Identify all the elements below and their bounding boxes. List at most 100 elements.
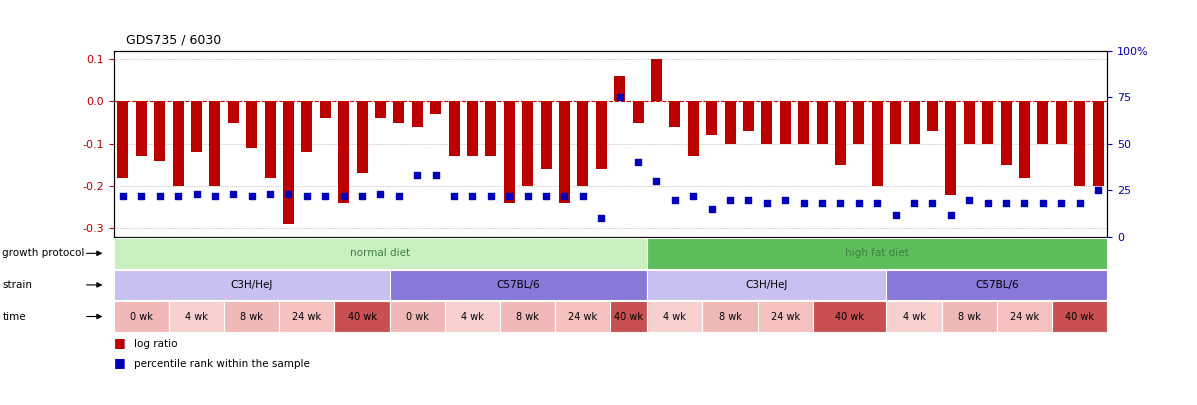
- Point: [352, 193, 371, 199]
- Point: [169, 193, 188, 199]
- Point: [978, 200, 997, 207]
- Bar: [339, 101, 350, 203]
- Point: [279, 191, 298, 197]
- Point: [591, 215, 610, 222]
- Bar: [743, 101, 754, 131]
- Point: [463, 193, 482, 199]
- Text: 40 wk: 40 wk: [1065, 311, 1094, 322]
- Point: [334, 193, 353, 199]
- Point: [703, 206, 722, 212]
- Text: 4 wk: 4 wk: [903, 311, 925, 322]
- Bar: [1019, 101, 1029, 178]
- Point: [481, 193, 500, 199]
- Point: [1070, 200, 1089, 207]
- Point: [886, 211, 905, 218]
- Text: 8 wk: 8 wk: [516, 311, 539, 322]
- Text: 24 wk: 24 wk: [292, 311, 322, 322]
- Bar: [632, 101, 644, 123]
- Bar: [1056, 101, 1067, 144]
- Bar: [651, 59, 662, 101]
- Bar: [909, 101, 919, 144]
- Point: [646, 178, 666, 184]
- Bar: [467, 101, 478, 156]
- Bar: [1074, 101, 1086, 186]
- Bar: [946, 101, 956, 194]
- Text: 8 wk: 8 wk: [958, 311, 980, 322]
- Point: [1088, 187, 1107, 194]
- Text: 4 wk: 4 wk: [186, 311, 208, 322]
- Bar: [891, 101, 901, 144]
- Text: 24 wk: 24 wk: [569, 311, 597, 322]
- Point: [573, 193, 593, 199]
- Point: [408, 172, 427, 179]
- Bar: [430, 101, 442, 114]
- Text: 40 wk: 40 wk: [347, 311, 377, 322]
- Bar: [209, 101, 220, 186]
- Point: [758, 200, 777, 207]
- Point: [996, 200, 1015, 207]
- Point: [389, 193, 408, 199]
- Text: 8 wk: 8 wk: [718, 311, 741, 322]
- Text: 0 wk: 0 wk: [130, 311, 153, 322]
- Point: [721, 196, 740, 203]
- Bar: [926, 101, 938, 131]
- Point: [132, 193, 151, 199]
- Point: [739, 196, 758, 203]
- Text: 24 wk: 24 wk: [1010, 311, 1039, 322]
- Point: [499, 193, 518, 199]
- Point: [242, 193, 261, 199]
- Bar: [522, 101, 533, 186]
- Bar: [357, 101, 367, 173]
- Bar: [1093, 101, 1104, 186]
- Text: 40 wk: 40 wk: [836, 311, 864, 322]
- Bar: [669, 101, 680, 127]
- Bar: [688, 101, 699, 156]
- Bar: [394, 101, 405, 123]
- Point: [1015, 200, 1034, 207]
- Bar: [982, 101, 994, 144]
- Text: GDS735 / 6030: GDS735 / 6030: [126, 34, 221, 47]
- Bar: [724, 101, 736, 144]
- Point: [297, 193, 316, 199]
- Point: [224, 191, 243, 197]
- Bar: [449, 101, 460, 156]
- Bar: [596, 101, 607, 169]
- Text: high fat diet: high fat diet: [845, 248, 909, 258]
- Text: 40 wk: 40 wk: [614, 311, 643, 322]
- Text: strain: strain: [2, 280, 32, 290]
- Bar: [964, 101, 974, 144]
- Bar: [172, 101, 183, 186]
- Point: [536, 193, 555, 199]
- Point: [150, 193, 169, 199]
- Bar: [504, 101, 515, 203]
- Bar: [853, 101, 864, 144]
- Text: C3H/HeJ: C3H/HeJ: [231, 280, 273, 290]
- Bar: [1001, 101, 1011, 165]
- Point: [813, 200, 832, 207]
- Bar: [265, 101, 275, 178]
- Point: [850, 200, 869, 207]
- Point: [776, 196, 795, 203]
- Point: [831, 200, 850, 207]
- Bar: [227, 101, 239, 123]
- Point: [1052, 200, 1071, 207]
- Text: 4 wk: 4 wk: [663, 311, 686, 322]
- Bar: [320, 101, 330, 118]
- Bar: [559, 101, 570, 203]
- Bar: [135, 101, 147, 156]
- Text: 8 wk: 8 wk: [241, 311, 263, 322]
- Point: [426, 172, 445, 179]
- Text: growth protocol: growth protocol: [2, 248, 85, 258]
- Bar: [485, 101, 497, 156]
- Point: [794, 200, 813, 207]
- Bar: [302, 101, 312, 152]
- Point: [371, 191, 390, 197]
- Bar: [412, 101, 423, 127]
- Bar: [577, 101, 589, 186]
- Bar: [154, 101, 165, 161]
- Point: [187, 191, 206, 197]
- Bar: [375, 101, 385, 118]
- Text: C3H/HeJ: C3H/HeJ: [746, 280, 788, 290]
- Bar: [761, 101, 772, 144]
- Bar: [779, 101, 791, 144]
